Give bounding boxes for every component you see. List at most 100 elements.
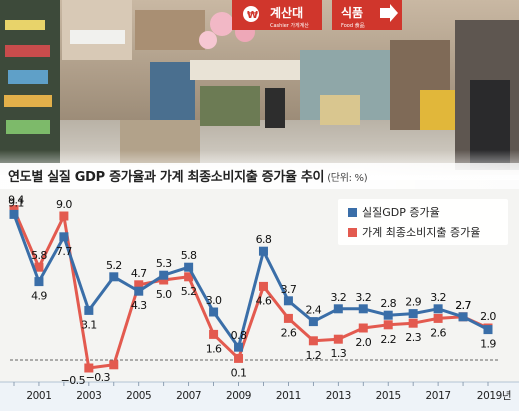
data-point-gdp <box>109 272 119 282</box>
data-point-consumption <box>59 211 69 221</box>
legend-swatch-consumption <box>348 228 357 237</box>
data-label-consumption: 2.0 <box>355 336 371 349</box>
data-label-gdp: 4.9 <box>31 290 47 303</box>
data-point-consumption <box>383 320 393 330</box>
data-point-consumption <box>358 323 368 333</box>
checkout-sign-sub: Cashier 가게계산 <box>270 22 309 29</box>
data-point-consumption <box>433 313 443 323</box>
data-point-gdp <box>159 270 169 280</box>
data-label-consumption: 4.7 <box>131 267 147 280</box>
data-label-consumption: 0.1 <box>231 366 247 379</box>
data-label-consumption: −0.5 <box>61 374 86 387</box>
data-label-consumption: 2.7 <box>455 299 471 312</box>
food-sign: 식품 <box>341 5 363 20</box>
legend: 실질GDP 증가율 가계 최종소비지출 증가율 <box>338 199 508 245</box>
data-point-consumption <box>209 329 219 339</box>
x-tick-label: 2013 <box>326 390 351 402</box>
legend-swatch-gdp <box>348 208 357 217</box>
data-point-consumption <box>308 336 318 346</box>
legend-label-consumption: 가계 최종소비지출 증가율 <box>362 226 481 239</box>
legend-item-gdp: 실질GDP 증가율 <box>348 204 440 220</box>
data-label-gdp: 5.2 <box>106 259 122 272</box>
x-tick-label: 2009 <box>226 390 251 402</box>
checkout-sign: 계산대 <box>270 5 303 20</box>
data-point-gdp <box>383 310 393 320</box>
data-point-consumption <box>408 318 418 328</box>
chart-unit: (단위: %) <box>327 173 368 184</box>
chart-title: 연도별 실질 GDP 증가율과 가계 최종소비지출 증가율 추이 (단위: %) <box>8 166 368 185</box>
data-label-gdp: 3.2 <box>430 291 446 304</box>
data-label-consumption: 9.0 <box>56 198 72 211</box>
data-label-gdp: 3.1 <box>81 318 97 331</box>
data-point-gdp <box>283 296 293 306</box>
data-point-consumption <box>234 353 244 363</box>
data-point-consumption <box>184 272 194 282</box>
data-point-consumption <box>34 262 44 272</box>
data-point-gdp <box>34 277 44 287</box>
x-tick-label: 2003 <box>76 390 101 402</box>
data-point-consumption <box>84 363 94 373</box>
data-label-consumption: 5.8 <box>31 249 47 262</box>
data-label-consumption: 9.4 <box>8 194 24 207</box>
data-label-gdp: 5.3 <box>156 257 172 270</box>
chart-title-text: 연도별 실질 GDP 증가율과 가계 최종소비지출 증가율 추이 <box>8 170 325 185</box>
food-sign-sub: Food 食品 <box>341 22 365 29</box>
data-label-gdp: 0.8 <box>231 329 247 342</box>
data-point-gdp <box>59 232 69 242</box>
data-point-gdp <box>134 286 144 296</box>
x-axis-band <box>0 382 519 411</box>
data-point-gdp <box>258 246 268 256</box>
data-label-consumption: 2.2 <box>380 333 396 346</box>
data-label-consumption: 1.2 <box>306 349 322 362</box>
data-label-gdp: 4.3 <box>131 299 147 312</box>
data-point-gdp <box>483 325 493 335</box>
x-tick-label: 2015 <box>376 390 401 402</box>
data-label-consumption: 1.6 <box>206 342 222 355</box>
title-bar <box>0 163 519 189</box>
x-tick-label: 2011 <box>276 390 301 402</box>
data-point-consumption <box>134 280 144 290</box>
data-label-gdp: 7.7 <box>56 245 72 258</box>
data-point-gdp <box>209 307 219 317</box>
svg-text:₩: ₩ <box>247 10 258 21</box>
x-tick-label: 2019년 <box>477 390 511 402</box>
data-label-consumption: 2.6 <box>430 326 446 339</box>
data-label-gdp: 1.9 <box>480 338 496 351</box>
data-label-consumption: 2.3 <box>405 331 421 344</box>
x-tick-label: 2017 <box>426 390 451 402</box>
data-label-gdp: 2.4 <box>306 304 322 317</box>
data-label-gdp: 6.8 <box>256 233 272 246</box>
data-point-gdp <box>333 304 343 314</box>
data-point-consumption <box>258 281 268 291</box>
data-label-gdp: 3.2 <box>355 291 371 304</box>
legend-item-consumption: 가계 최종소비지출 증가율 <box>348 224 480 240</box>
x-tick-label: 2007 <box>176 390 201 402</box>
data-point-gdp <box>458 312 468 322</box>
data-point-gdp <box>358 304 368 314</box>
x-tick-label: 2005 <box>126 390 151 402</box>
data-label-consumption: −0.3 <box>86 371 111 384</box>
data-label-gdp: 2.7 <box>455 299 471 312</box>
data-point-consumption <box>109 360 119 370</box>
data-label-consumption: 1.3 <box>330 347 346 360</box>
data-point-consumption <box>9 205 19 215</box>
data-label-consumption: 2.6 <box>281 326 297 339</box>
data-label-gdp: 5.8 <box>181 249 197 262</box>
data-label-gdp: 2.9 <box>405 296 421 309</box>
data-point-gdp <box>308 317 318 327</box>
data-label-consumption: 5.0 <box>156 288 172 301</box>
data-point-gdp <box>184 262 194 272</box>
data-point-consumption <box>333 334 343 344</box>
data-label-gdp: 2.8 <box>380 297 396 310</box>
data-point-gdp <box>433 304 443 314</box>
legend-label-gdp: 실질GDP 증가율 <box>362 206 440 219</box>
data-label-consumption: 5.2 <box>181 285 197 298</box>
data-label-consumption: 2.0 <box>480 310 496 323</box>
x-tick-label: 2001 <box>26 390 51 402</box>
data-point-gdp <box>408 309 418 319</box>
data-point-gdp <box>234 342 244 352</box>
data-point-consumption <box>159 275 169 285</box>
